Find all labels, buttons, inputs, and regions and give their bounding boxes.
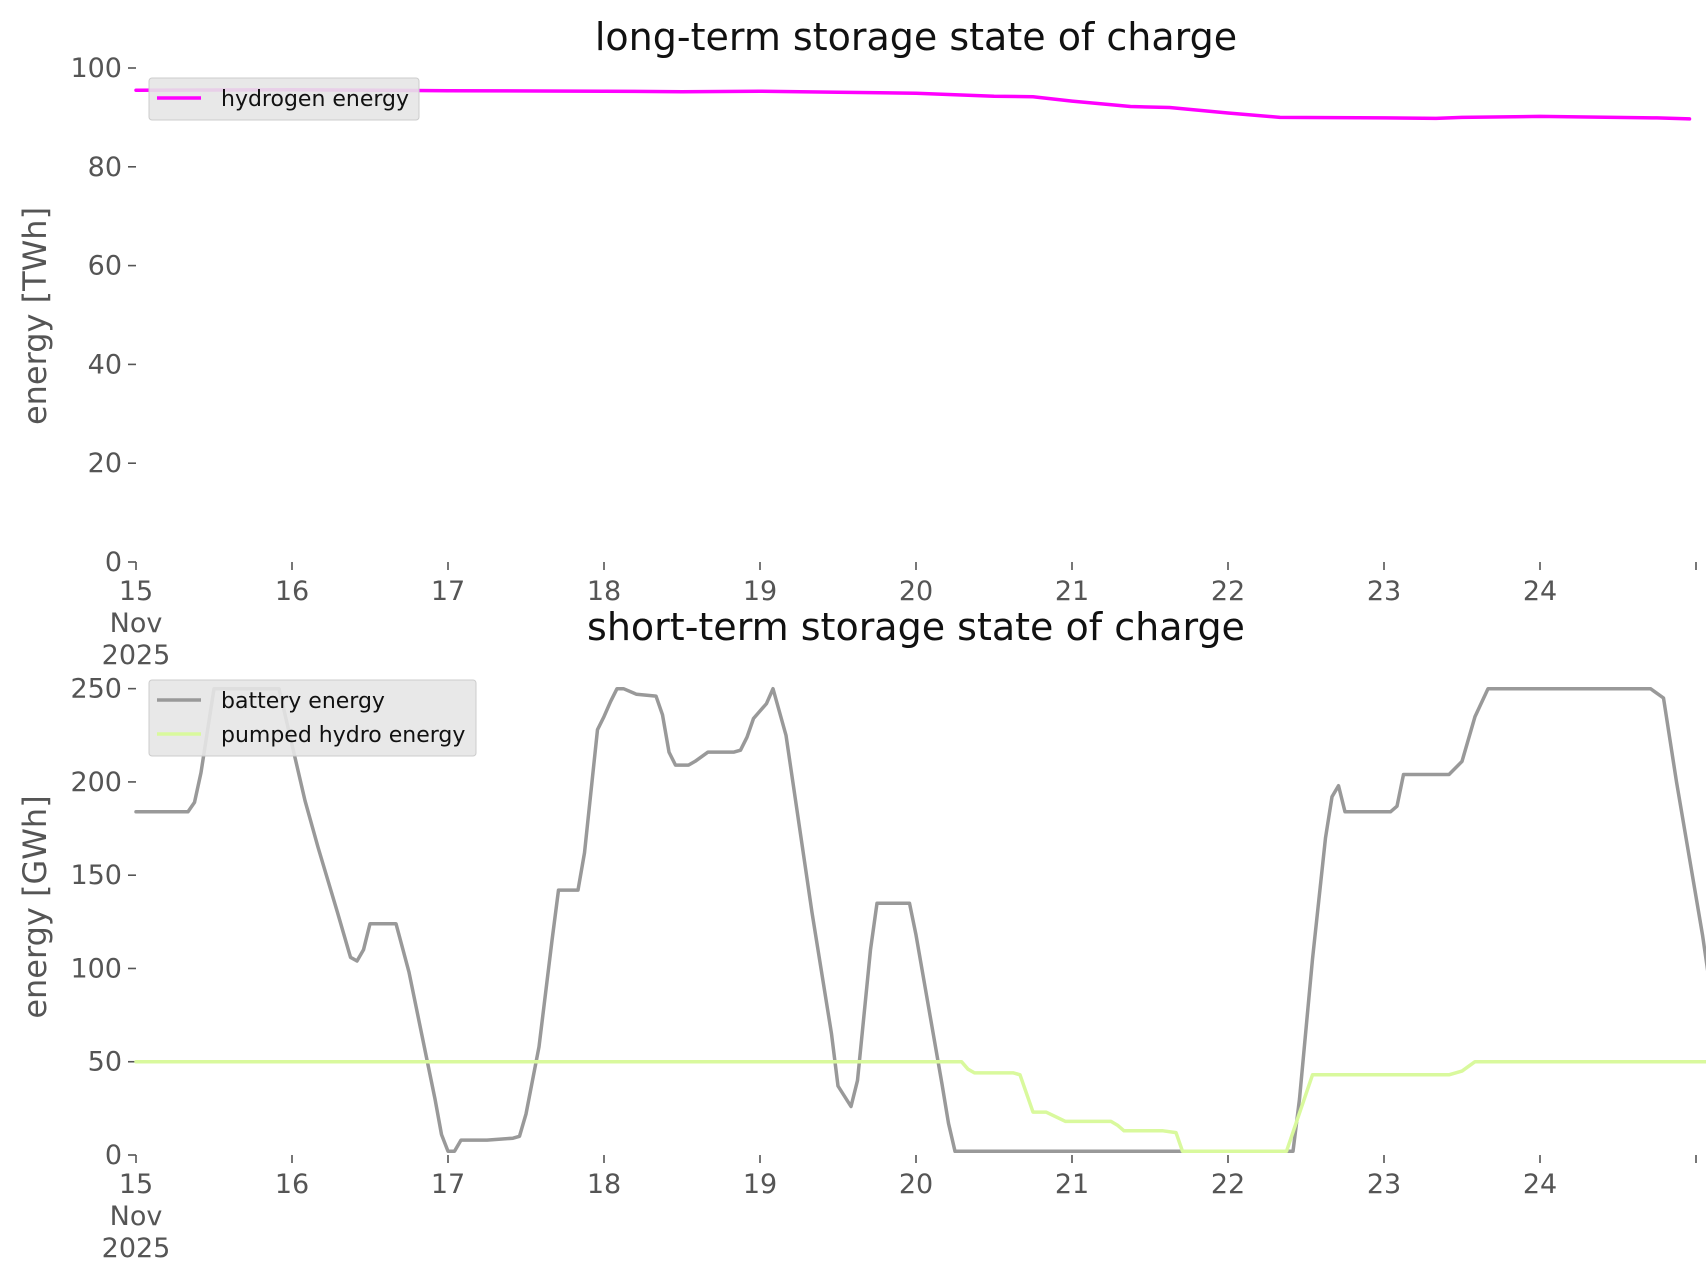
short-term-panel: short-term storage state of charge energ… (16, 605, 1706, 1264)
y-tick-label: 80 (88, 152, 122, 183)
y-ticks: 0 20 40 60 80 100 (70, 53, 136, 578)
x-tick-label: 18 (587, 1169, 621, 1200)
x-tick-label: 17 (431, 1169, 465, 1200)
chart-title: long-term storage state of charge (595, 15, 1237, 59)
legend-entry: pumped hydro energy (221, 723, 465, 748)
y-tick-label: 100 (70, 53, 122, 84)
y-tick-label: 150 (70, 860, 122, 891)
series-line-battery-energy (134, 686, 1706, 1154)
y-axis-label: energy [GWh] (16, 795, 54, 1018)
x-tick-label: 19 (743, 576, 777, 607)
x-tick-label: 23 (1367, 576, 1401, 607)
chart-title: short-term storage state of charge (587, 605, 1245, 649)
x-tick-label: 24 (1523, 1169, 1557, 1200)
legend-entry: hydrogen energy (221, 87, 409, 112)
legend: hydrogen energy (148, 77, 420, 121)
y-tick-label: 20 (88, 448, 122, 479)
legend-box (148, 77, 420, 121)
x-tick-sublabel: 2025 (102, 640, 171, 671)
x-tick-label: 17 (431, 576, 465, 607)
x-tick-sublabel: Nov (110, 608, 163, 639)
y-axis-label: energy [TWh] (16, 207, 54, 425)
x-tick-label: 21 (1055, 576, 1089, 607)
y-ticks: 0 50 100 150 200 250 (70, 674, 136, 1171)
x-tick-label: 16 (275, 1169, 309, 1200)
x-tick-label: 21 (1055, 1169, 1089, 1200)
y-tick-label: 0 (105, 1140, 122, 1171)
x-tick-label: 24 (1523, 576, 1557, 607)
x-tick-label: 15 (119, 576, 153, 607)
y-tick-label: 40 (88, 349, 122, 380)
x-tick-label: 22 (1211, 1169, 1245, 1200)
x-tick-label: 18 (587, 576, 621, 607)
y-tick-label: 0 (105, 547, 122, 578)
x-tick-label: 20 (899, 1169, 933, 1200)
x-tick-label: 20 (899, 576, 933, 607)
x-tick-sublabel: Nov (110, 1201, 163, 1232)
long-term-panel: long-term storage state of charge energy… (16, 15, 1697, 671)
x-tick-label: 23 (1367, 1169, 1401, 1200)
x-tick-label: 15 (119, 1169, 153, 1200)
x-tick-label: 19 (743, 1169, 777, 1200)
y-tick-label: 200 (70, 767, 122, 798)
x-tick-sublabel: 2025 (102, 1233, 171, 1264)
x-tick-label: 16 (275, 576, 309, 607)
series-lines (134, 686, 1706, 1154)
legend: battery energy pumped hydro energy (148, 679, 477, 757)
y-tick-label: 250 (70, 674, 122, 705)
x-tick-label: 22 (1211, 576, 1245, 607)
y-tick-label: 60 (88, 251, 122, 282)
series-line-hydrogen-energy (134, 87, 1692, 121)
y-tick-label: 50 (88, 1047, 122, 1078)
legend-box (148, 679, 477, 757)
series-lines (134, 87, 1692, 121)
series-line-pumped-hydro-energy (134, 1059, 1706, 1154)
legend-entry: battery energy (221, 689, 385, 714)
y-tick-label: 100 (70, 953, 122, 984)
